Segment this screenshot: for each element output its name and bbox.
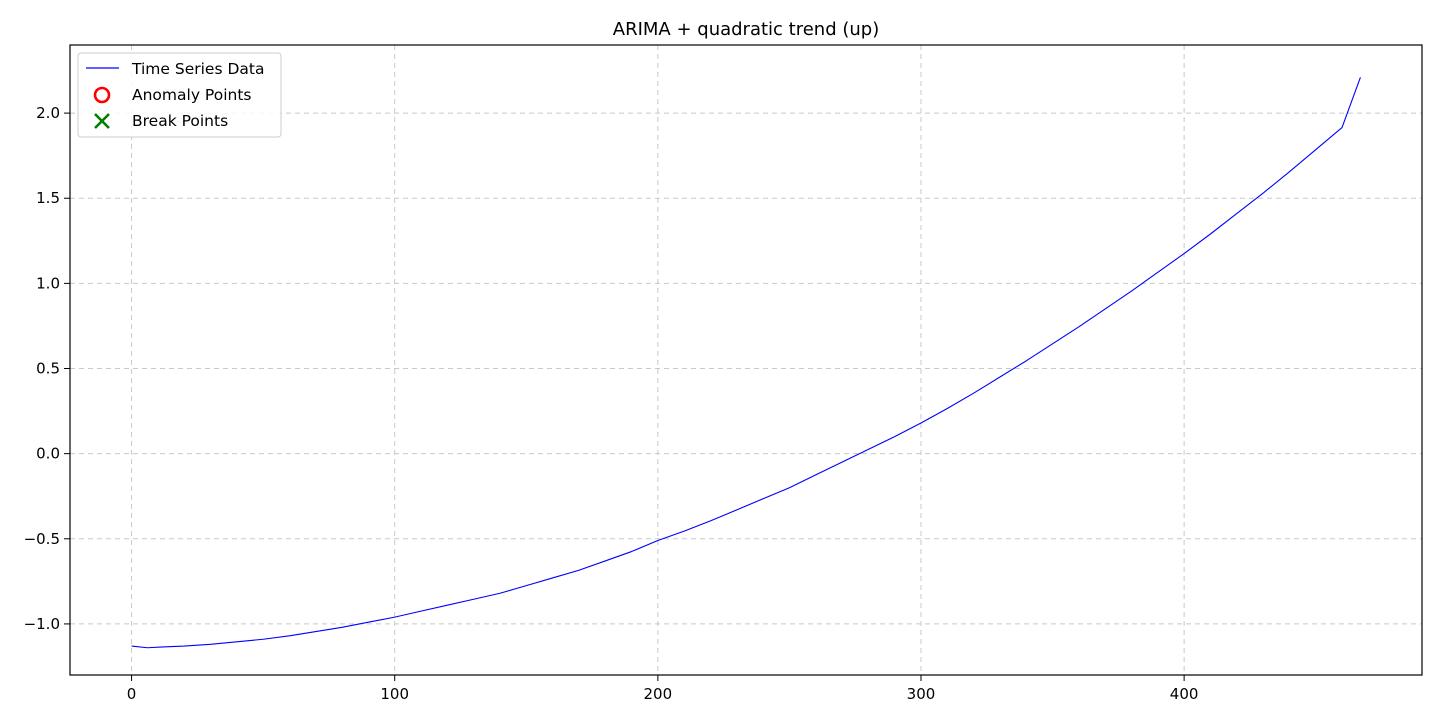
legend-box — [77, 52, 282, 138]
legend-label-break: Break Points — [132, 112, 228, 130]
y-tick-label: 0.5 — [36, 360, 60, 378]
legend-anomaly-marker — [93, 86, 111, 104]
y-tick-label: 1.5 — [36, 189, 60, 207]
plot-frame — [69, 44, 1423, 676]
x-tick-label: 400 — [1170, 685, 1199, 703]
chart-title: ARIMA + quadratic trend (up) — [613, 19, 879, 40]
legend-label-time-series: Time Series Data — [131, 60, 264, 78]
tick-layer: 0 100 200 300 400 −1.0 −0.5 0.0 0.5 1.0 1.5 2.0 — [24, 104, 1199, 703]
series-line-time-series — [131, 77, 1361, 649]
legend-break-marker — [94, 113, 110, 129]
legend: Time Series Data Anomaly Points Break Po… — [77, 52, 282, 138]
legend-label-anomaly: Anomaly Points — [132, 86, 251, 104]
x-tick-label: 300 — [907, 685, 936, 703]
x-tick-label: 200 — [644, 685, 673, 703]
x-tick-label: 0 — [127, 685, 137, 703]
grid — [70, 45, 1422, 675]
x-tick-label: 100 — [380, 685, 409, 703]
y-tick-label: 0.0 — [36, 445, 60, 463]
y-tick-label: −0.5 — [24, 530, 60, 548]
y-tick-label: 1.0 — [36, 274, 60, 292]
y-tick-label: −1.0 — [24, 615, 60, 633]
series-layer — [131, 77, 1361, 649]
y-tick-label: 2.0 — [36, 104, 60, 122]
